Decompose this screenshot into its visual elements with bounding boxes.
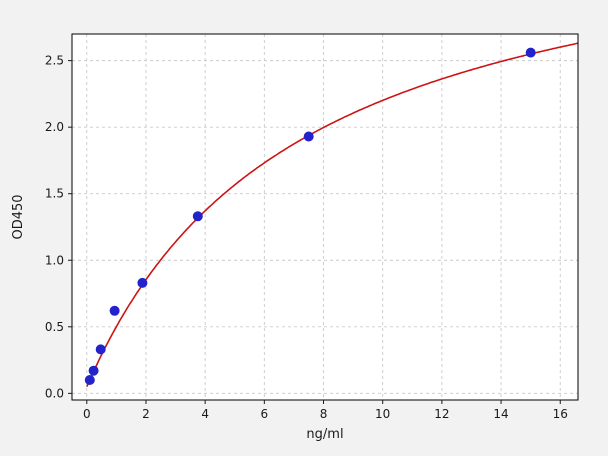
plot-border xyxy=(71,33,579,401)
x-tick-label: 16 xyxy=(553,407,568,421)
x-tick-label: 10 xyxy=(375,407,390,421)
x-tick-label: 2 xyxy=(142,407,150,421)
x-tick-label: 14 xyxy=(493,407,508,421)
data-point xyxy=(192,211,203,222)
x-tick-label: 4 xyxy=(201,407,209,421)
x-tick-label: 8 xyxy=(320,407,328,421)
data-point xyxy=(84,375,95,385)
y-tick-label: 2.0 xyxy=(45,120,64,134)
plot-area xyxy=(72,34,578,400)
x-tick-label: 0 xyxy=(83,407,91,421)
fit-curve xyxy=(86,42,579,388)
x-axis-label: ng/ml xyxy=(306,427,343,442)
y-tick-label: 1.5 xyxy=(45,187,64,201)
y-tick-label: 2.5 xyxy=(45,54,64,68)
data-point xyxy=(109,305,120,316)
y-tick-label: 0.5 xyxy=(45,320,64,334)
data-point xyxy=(95,344,106,355)
x-tick-label: 6 xyxy=(261,407,269,421)
data-point xyxy=(137,277,148,288)
y-tick-label: 1.0 xyxy=(45,253,64,267)
data-point xyxy=(303,131,314,142)
data-point xyxy=(88,365,99,376)
data-point xyxy=(525,47,536,58)
y-tick-label: 0.0 xyxy=(45,386,64,400)
y-axis-label: OD450 xyxy=(11,194,26,239)
x-tick-label: 12 xyxy=(434,407,449,421)
